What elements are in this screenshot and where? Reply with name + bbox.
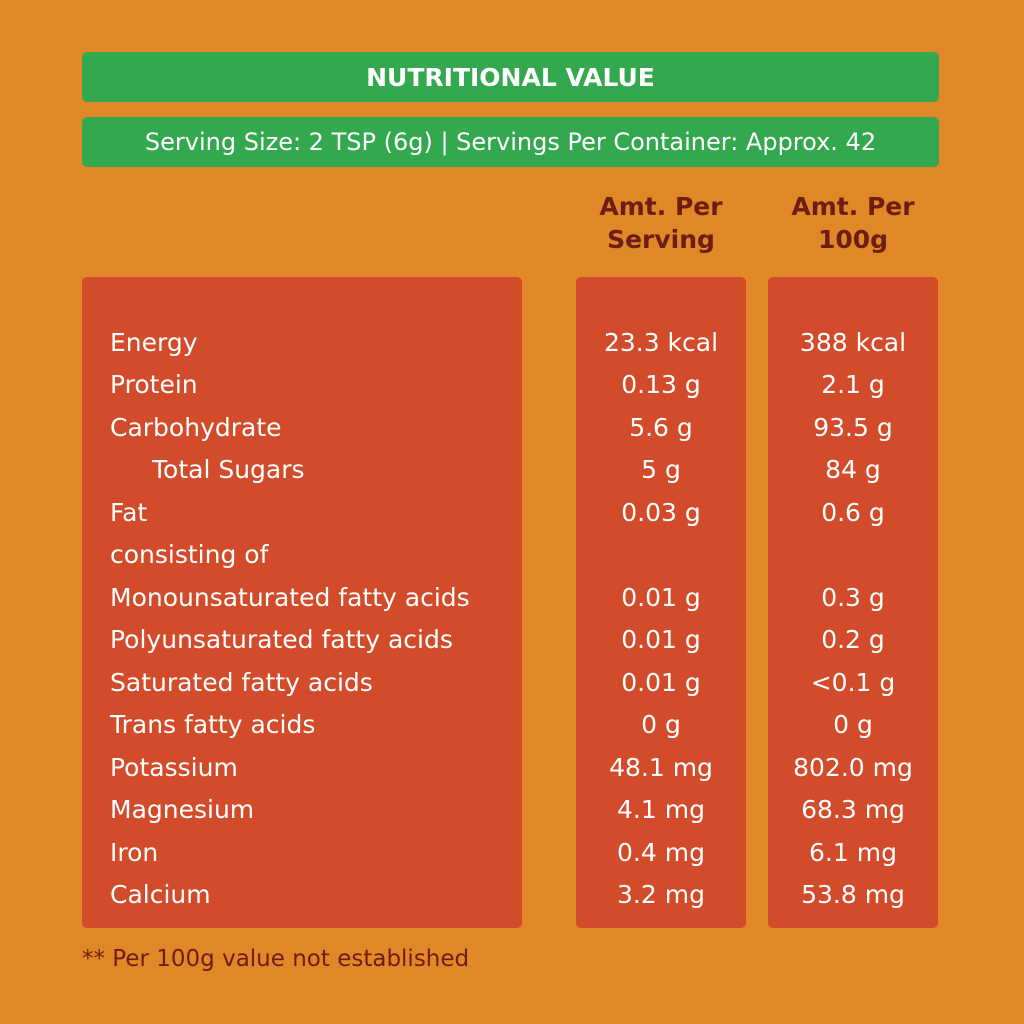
per-serving-value: 0.13 g — [621, 370, 701, 399]
nutrient-label: Total Sugars — [152, 455, 305, 484]
title-bar: NUTRITIONAL VALUE — [82, 52, 939, 102]
per-serving-value: 5 g — [641, 455, 681, 484]
per-serving-value: 48.1 mg — [609, 753, 713, 782]
per-serving-value: 0.03 g — [621, 498, 701, 527]
nutrient-label: Saturated fatty acids — [110, 668, 373, 697]
column-header-per-100g: Amt. Per 100g — [768, 190, 938, 256]
per-serving-value: 0 g — [641, 710, 681, 739]
nutrient-label: Potassium — [110, 753, 238, 782]
nutrient-label: consisting of — [110, 540, 269, 569]
per-100g-value: 388 kcal — [799, 328, 907, 357]
nutrient-label: Trans fatty acids — [110, 710, 316, 739]
nutrient-label: Carbohydrate — [110, 413, 282, 442]
per-serving-value: 0.01 g — [621, 668, 701, 697]
per-100g-value: 93.5 g — [813, 413, 893, 442]
per-serving-value: 0.01 g — [621, 583, 701, 612]
nutrient-names-panel: Energy Protein Carbohydrate Total Sugars… — [82, 277, 522, 928]
per-100g-value: 0 g — [833, 710, 873, 739]
nutrient-label: Fat — [110, 498, 148, 527]
serving-info: Serving Size: 2 TSP (6g) | Servings Per … — [144, 128, 877, 156]
per-100g-value: 53.8 mg — [801, 880, 905, 909]
per-100g-value: 802.0 mg — [793, 753, 913, 782]
nutrient-label: Protein — [110, 370, 198, 399]
per-100g-value: 0.6 g — [821, 498, 885, 527]
per-serving-value: 4.1 mg — [617, 795, 705, 824]
nutrient-label: Iron — [110, 838, 159, 867]
nutrient-label: Monounsaturated fatty acids — [110, 583, 470, 612]
per-100g-value: 84 g — [825, 455, 881, 484]
page-title: NUTRITIONAL VALUE — [366, 62, 655, 92]
per-100g-value — [768, 534, 938, 576]
per-serving-value: 23.3 kcal — [603, 328, 719, 357]
per-serving-value: 0.01 g — [621, 625, 701, 654]
per-100g-value: 0.3 g — [821, 583, 885, 612]
nutrient-label: Magnesium — [110, 795, 255, 824]
per-100g-value: 0.2 g — [821, 625, 885, 654]
column-header-line: Amt. Per — [791, 192, 915, 221]
serving-info-bar: Serving Size: 2 TSP (6g) | Servings Per … — [82, 117, 939, 167]
nutrient-label: Energy — [110, 328, 198, 357]
per-100g-value: 68.3 mg — [801, 795, 905, 824]
per-serving-value: 3.2 mg — [617, 880, 705, 909]
per-100g-value: <0.1 g — [810, 668, 896, 697]
per-100g-panel: 388 kcal 2.1 g 93.5 g 84 g 0.6 g 0.3 g 0… — [768, 277, 938, 928]
per-serving-panel: 23.3 kcal 0.13 g 5.6 g 5 g 0.03 g 0.01 g… — [576, 277, 746, 928]
nutrient-label: Polyunsaturated fatty acids — [110, 625, 453, 654]
per-serving-value: 0.4 mg — [617, 838, 705, 867]
per-serving-value: 5.6 g — [629, 413, 693, 442]
column-header-per-serving: Amt. Per Serving — [576, 190, 746, 256]
per-100g-value: 2.1 g — [821, 370, 885, 399]
per-serving-value — [576, 534, 746, 576]
footnote: ** Per 100g value not established — [82, 946, 470, 972]
column-header-line: 100g — [817, 225, 889, 254]
nutrient-label: Calcium — [110, 880, 211, 909]
column-header-line: Serving — [607, 225, 715, 254]
per-100g-value: 6.1 mg — [809, 838, 897, 867]
column-header-line: Amt. Per — [599, 192, 723, 221]
